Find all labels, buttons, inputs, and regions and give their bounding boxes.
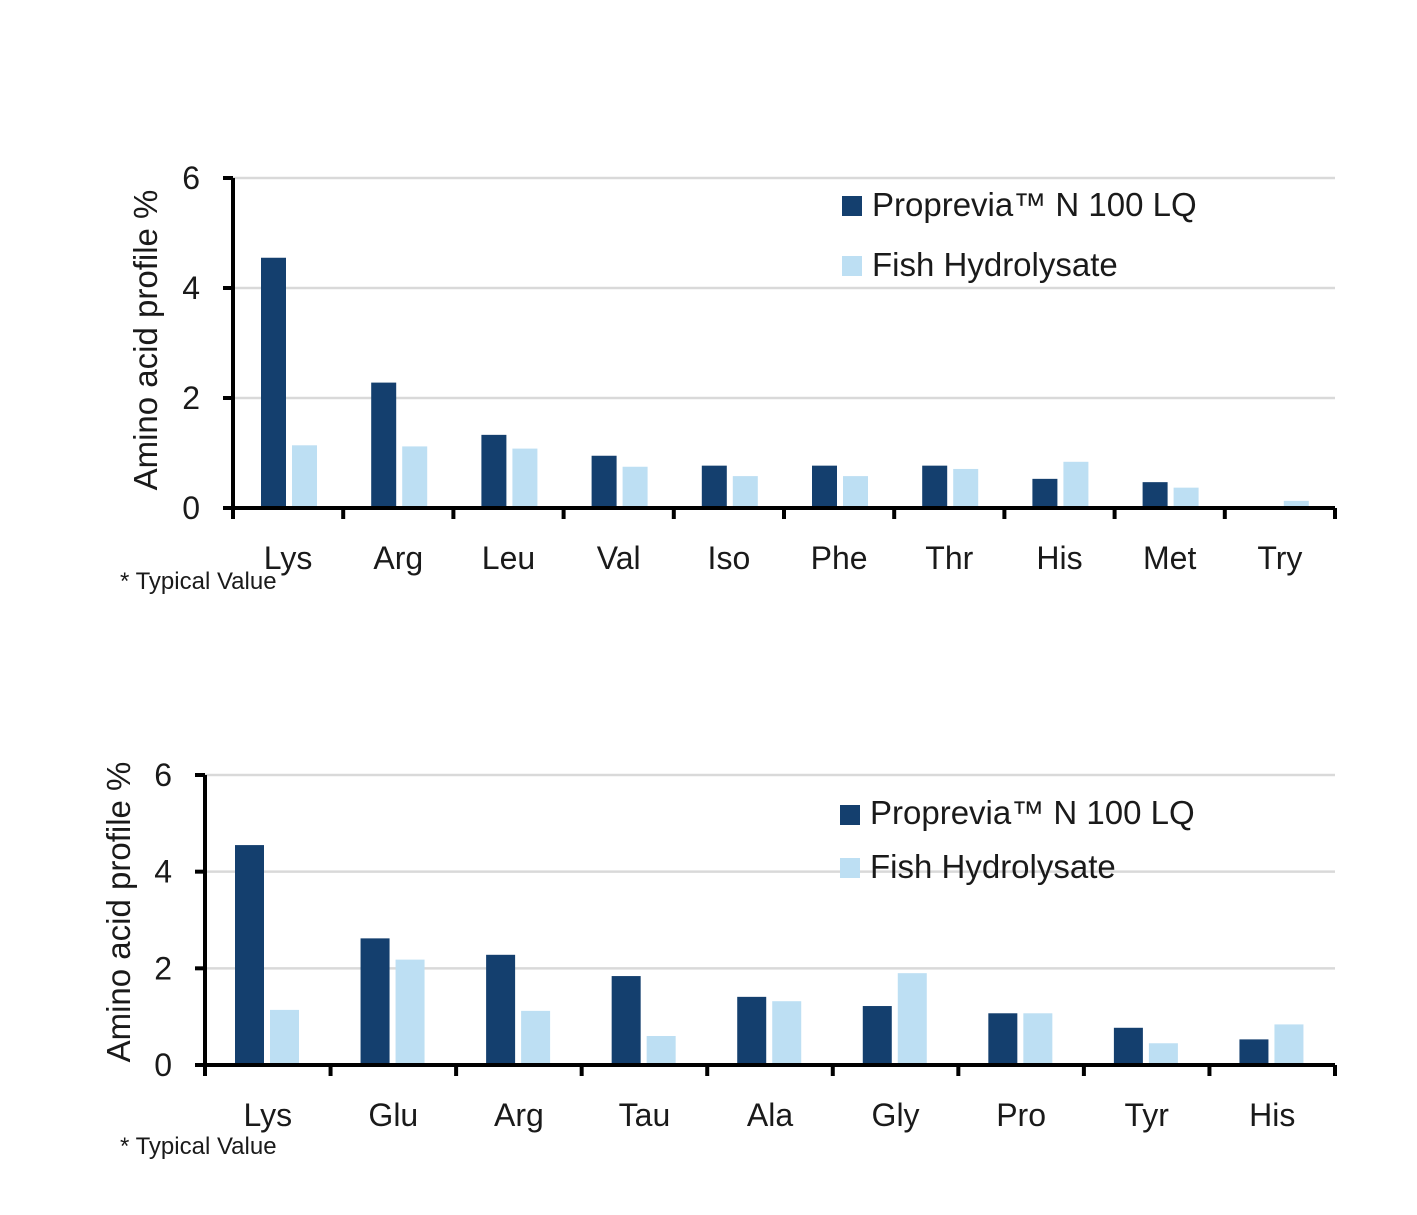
- legend-label-proprevia: Proprevia™ N 100 LQ: [870, 794, 1195, 831]
- bar-proprevia-lys: [235, 845, 264, 1065]
- bar-proprevia-tau: [611, 976, 641, 1065]
- bar-proprevia-ala: [737, 996, 767, 1065]
- axes: [195, 773, 1337, 1076]
- category-label-val: Val: [597, 540, 641, 576]
- bars: [261, 257, 1309, 508]
- bar-proprevia-arg: [371, 382, 397, 508]
- bar-proprevia-thr: [922, 465, 948, 508]
- y-tick-label: 2: [182, 380, 200, 416]
- bar-proprevia-pro: [988, 1013, 1018, 1065]
- bar-proprevia-met: [1142, 482, 1168, 508]
- y-tick-label: 6: [182, 160, 200, 196]
- bar-proprevia-arg: [486, 954, 516, 1065]
- bars: [235, 845, 1304, 1065]
- bar-proprevia-his: [1032, 478, 1058, 508]
- category-label-ala: Ala: [747, 1097, 793, 1133]
- bar-proprevia-gly: [862, 1006, 892, 1065]
- bar-proprevia-lys: [261, 257, 286, 508]
- gridlines: [205, 773, 1335, 970]
- bar-fish-hydrolysate-his: [1274, 1024, 1304, 1065]
- legend: Proprevia™ N 100 LQ Fish Hydrolysate: [842, 186, 1197, 283]
- category-label-tyr: Tyr: [1124, 1097, 1169, 1133]
- footnote-typical-value: * Typical Value: [120, 568, 277, 595]
- bar-fish-hydrolysate-met: [1173, 487, 1199, 508]
- bar-fish-hydrolysate-try: [1283, 500, 1309, 508]
- category-label-iso: Iso: [708, 540, 751, 576]
- bar-fish-hydrolysate-lys: [270, 1009, 299, 1065]
- bar-fish-hydrolysate-tau: [646, 1036, 676, 1065]
- category-label-lys: Lys: [264, 540, 313, 576]
- bar-proprevia-his: [1239, 1039, 1269, 1065]
- bar-fish-hydrolysate-lys: [292, 445, 317, 508]
- y-tick-label: 4: [182, 270, 200, 306]
- bar-fish-hydrolysate-val: [622, 466, 648, 508]
- bar-proprevia-val: [591, 455, 617, 508]
- amino-acid-chart-1: 0 2 4 6 Lys Arg Leu Val Iso Phe Thr His Met Try Amin…: [127, 160, 1337, 576]
- category-label-pro: Pro: [996, 1097, 1046, 1133]
- bar-fish-hydrolysate-iso: [732, 476, 758, 508]
- legend-label-fish-hydrolysate: Fish Hydrolysate: [872, 246, 1118, 283]
- legend-swatch-fish-hydrolysate: [842, 256, 862, 276]
- bar-proprevia-phe: [812, 465, 837, 508]
- category-label-leu: Leu: [482, 540, 535, 576]
- bar-proprevia-tyr: [1113, 1027, 1143, 1065]
- bar-fish-hydrolysate-gly: [897, 973, 927, 1065]
- category-label-glu: Glu: [368, 1097, 418, 1133]
- footnote-typical-value: * Typical Value: [120, 1133, 277, 1160]
- axes: [223, 176, 1337, 519]
- legend-swatch-proprevia: [842, 196, 862, 216]
- bar-fish-hydrolysate-glu: [395, 959, 425, 1065]
- category-label-try: Try: [1257, 540, 1302, 576]
- category-label-arg: Arg: [494, 1097, 544, 1133]
- y-tick-labels: 0 2 4 6: [154, 757, 172, 1083]
- y-axis-title: Amino acid profile %: [100, 762, 137, 1063]
- y-tick-labels: 0 2 4 6: [182, 160, 200, 526]
- category-label-met: Met: [1143, 540, 1196, 576]
- legend-swatch-fish-hydrolysate: [840, 858, 860, 878]
- category-label-thr: Thr: [925, 540, 973, 576]
- category-label-phe: Phe: [811, 540, 868, 576]
- y-tick-label: 2: [154, 950, 172, 986]
- category-label-arg: Arg: [373, 540, 423, 576]
- bar-proprevia-iso: [701, 465, 727, 508]
- amino-acid-chart-2: 0 2 4 6 Lys Glu Arg Tau Ala Gly Pro Tyr His Amino a…: [100, 757, 1337, 1133]
- bar-fish-hydrolysate-ala: [772, 1001, 802, 1065]
- category-label-gly: Gly: [872, 1097, 920, 1133]
- category-label-lys: Lys: [243, 1097, 292, 1133]
- bar-fish-hydrolysate-arg: [402, 446, 428, 508]
- bar-fish-hydrolysate-arg: [521, 1010, 551, 1065]
- category-label-his: His: [1249, 1097, 1295, 1133]
- y-tick-label: 4: [154, 854, 172, 890]
- legend-swatch-proprevia: [840, 805, 860, 825]
- gridlines: [233, 176, 1335, 400]
- y-tick-label: 0: [182, 490, 200, 526]
- bar-fish-hydrolysate-leu: [512, 448, 538, 508]
- bar-fish-hydrolysate-phe: [843, 476, 868, 508]
- category-labels: Lys Glu Arg Tau Ala Gly Pro Tyr His: [243, 1097, 1295, 1133]
- category-labels: Lys Arg Leu Val Iso Phe Thr His Met Try: [264, 540, 1303, 576]
- category-label-his: His: [1036, 540, 1082, 576]
- y-tick-label: 6: [154, 757, 172, 793]
- bar-fish-hydrolysate-tyr: [1148, 1043, 1178, 1065]
- category-label-tau: Tau: [619, 1097, 671, 1133]
- legend-label-proprevia: Proprevia™ N 100 LQ: [872, 186, 1197, 223]
- y-tick-label: 0: [154, 1047, 172, 1083]
- bar-fish-hydrolysate-his: [1063, 461, 1089, 508]
- legend-label-fish-hydrolysate: Fish Hydrolysate: [870, 848, 1116, 885]
- bar-fish-hydrolysate-pro: [1023, 1013, 1053, 1065]
- bar-fish-hydrolysate-thr: [953, 468, 979, 508]
- bar-proprevia-leu: [481, 434, 507, 508]
- bar-proprevia-glu: [360, 938, 390, 1065]
- legend: Proprevia™ N 100 LQ Fish Hydrolysate: [840, 794, 1195, 885]
- y-axis-title: Amino acid profile %: [127, 190, 164, 491]
